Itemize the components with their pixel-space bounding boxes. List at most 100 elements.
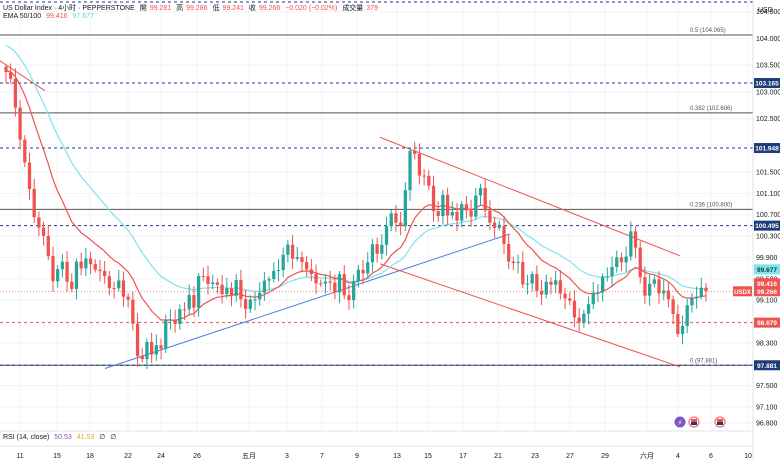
level-tag-label: 100.495 bbox=[755, 223, 779, 230]
candle-body bbox=[469, 210, 473, 217]
candle-body bbox=[398, 222, 403, 227]
candle-body bbox=[248, 299, 252, 309]
candle-body bbox=[328, 281, 332, 283]
candle-body bbox=[135, 323, 140, 357]
candle-body bbox=[70, 281, 74, 289]
legend-ema: EMA 50/100 99.416 97.677 bbox=[3, 13, 97, 20]
fib-level-label: 0 (97.881) bbox=[690, 358, 717, 364]
ema50-price-tag: 99.416 bbox=[757, 281, 777, 288]
price-tick-label: 96.800 bbox=[756, 420, 778, 427]
candle-body bbox=[79, 261, 83, 269]
price-tick-label: 103.000 bbox=[756, 89, 780, 96]
candle-body bbox=[215, 282, 220, 285]
low-value: 99.241 bbox=[222, 5, 244, 12]
candle-body bbox=[521, 262, 525, 285]
time-tick-label: 9 bbox=[355, 453, 359, 460]
candle-body bbox=[295, 257, 299, 259]
rsi-extra-1: ∅ bbox=[99, 434, 106, 441]
candle-body bbox=[234, 280, 238, 296]
candle-body bbox=[206, 276, 210, 284]
candle-body bbox=[478, 187, 483, 196]
candle-body bbox=[539, 290, 544, 295]
symbol-title[interactable]: US Dollar Index · 4小时 · PEPPERSTONE bbox=[3, 5, 135, 12]
level-tag-label: 101.948 bbox=[755, 146, 779, 153]
candle-body bbox=[699, 287, 703, 297]
candle-body bbox=[492, 222, 497, 228]
level-tag bbox=[754, 78, 780, 89]
candle-body bbox=[140, 356, 144, 360]
candle-body bbox=[629, 231, 633, 257]
price-tick-label: 100.300 bbox=[756, 234, 780, 241]
time-tick-label: 10 bbox=[744, 453, 752, 460]
candle-body bbox=[112, 288, 116, 290]
candle-body bbox=[422, 175, 426, 177]
candle-body bbox=[507, 243, 511, 262]
candle-body bbox=[154, 345, 158, 355]
symbol-tag: USDX bbox=[734, 290, 751, 296]
rsi-label[interactable]: RSI (14, close) bbox=[3, 434, 50, 441]
flag-icon-2[interactable] bbox=[714, 416, 726, 428]
price-tick-label: 101.500 bbox=[756, 169, 780, 176]
candle-body bbox=[558, 280, 563, 294]
candle-body bbox=[403, 190, 407, 227]
time-tick-label: 3 bbox=[285, 453, 289, 460]
time-tick-label: 24 bbox=[157, 453, 165, 460]
ema-label[interactable]: EMA 50/100 bbox=[3, 13, 42, 20]
lightning-icon-circle bbox=[674, 416, 686, 428]
fib-level-label: 0.236 (100.800) bbox=[690, 202, 732, 208]
candle-body bbox=[290, 244, 295, 259]
price-tags: 103.165101.948100.49597.88199.67799.4169… bbox=[0, 78, 780, 371]
flag-icon-1-stripe bbox=[691, 419, 697, 422]
candle-body bbox=[582, 313, 586, 323]
candle-body bbox=[56, 269, 60, 282]
candle-body bbox=[572, 300, 577, 318]
candle-body bbox=[192, 295, 196, 308]
ema100-line bbox=[5, 45, 707, 293]
candle-body bbox=[619, 257, 624, 263]
candle-body bbox=[281, 254, 285, 271]
candle-body bbox=[258, 292, 262, 300]
candle-body bbox=[427, 175, 431, 186]
candle-body bbox=[704, 287, 708, 292]
currency-label[interactable]: USD bbox=[758, 7, 773, 14]
time-tick-label: 27 bbox=[566, 453, 574, 460]
candle-body bbox=[131, 299, 135, 324]
time-tick-label: 21 bbox=[494, 453, 502, 460]
time-axis[interactable]: 11 15 18 22 24 26 五月 3 7 9 13 15 17 21 23 27 29 六月 4 6 10 bbox=[0, 430, 753, 460]
candle-body bbox=[333, 282, 337, 293]
candle-body bbox=[356, 269, 360, 282]
lightning-icon[interactable]: ⚡ bbox=[674, 416, 686, 428]
candle-body bbox=[586, 304, 591, 314]
candle-body bbox=[680, 325, 685, 335]
candle-body bbox=[149, 342, 154, 355]
candle-body bbox=[568, 298, 572, 301]
candle-body bbox=[276, 270, 281, 272]
candle-body bbox=[262, 280, 267, 293]
volume-label: 成交量 bbox=[342, 5, 364, 12]
candle-body bbox=[314, 273, 318, 284]
price-tick-label: 103.500 bbox=[756, 63, 780, 70]
candle-body bbox=[662, 290, 666, 294]
candle-body bbox=[601, 276, 605, 293]
flag-icon-2-stripe bbox=[717, 419, 723, 422]
candle-body bbox=[694, 296, 699, 299]
candle-body bbox=[652, 279, 656, 284]
candle-body bbox=[605, 276, 609, 278]
candle-body bbox=[323, 281, 328, 284]
close-value: 99.266 bbox=[258, 5, 281, 12]
flag-icon-1-stripe2 bbox=[691, 422, 697, 425]
candle-body bbox=[577, 317, 581, 323]
candle-body bbox=[460, 204, 464, 221]
high-value: 99.286 bbox=[186, 5, 208, 12]
candle-body bbox=[375, 244, 379, 254]
event-icons[interactable]: ⚡ bbox=[674, 416, 726, 428]
candle-body bbox=[352, 281, 356, 301]
flag-icon-1[interactable] bbox=[688, 416, 700, 428]
candle-body bbox=[497, 226, 501, 228]
trendline-red bbox=[0, 60, 46, 92]
level-tag-label: 103.165 bbox=[755, 81, 779, 88]
candle-body bbox=[671, 299, 675, 314]
candle-body bbox=[370, 244, 375, 263]
candle-body bbox=[342, 274, 346, 296]
